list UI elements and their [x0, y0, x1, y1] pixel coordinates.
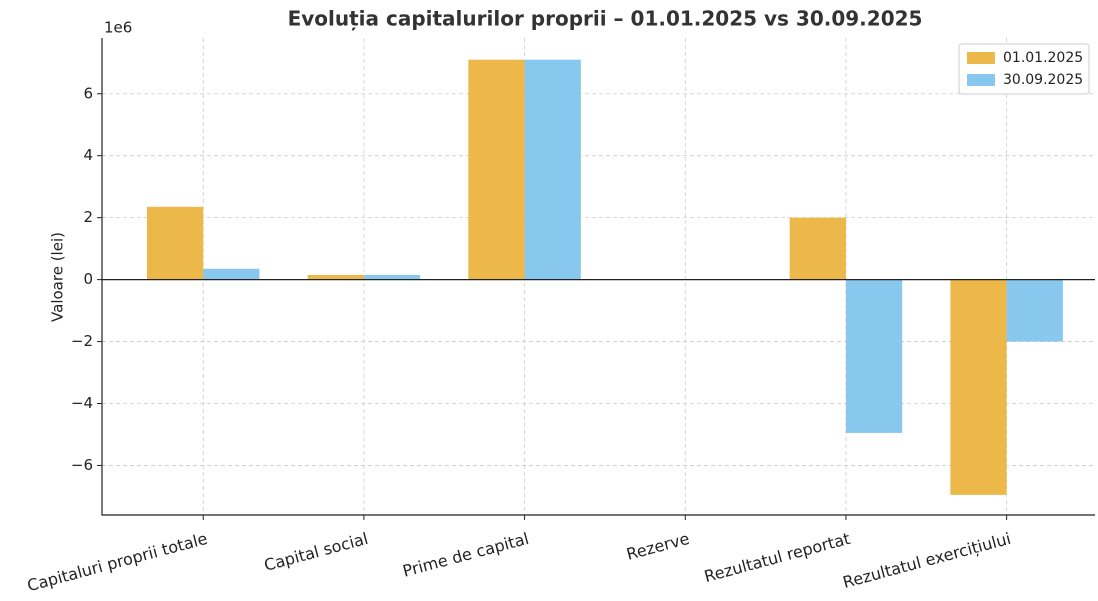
y-tick-label: 4: [83, 146, 93, 164]
bar: [1006, 279, 1063, 342]
bar: [950, 279, 1007, 495]
x-tick-label: Rezultatul reportat: [702, 529, 852, 586]
y-tick-label: 0: [83, 270, 93, 288]
x-tick-label: Rezultatul exercițiului: [841, 529, 1013, 592]
x-tick-label: Capitaluri proprii totale: [25, 529, 209, 595]
legend-label: 01.01.2025: [1003, 50, 1083, 66]
axes-frame: [101, 38, 1095, 516]
bar: [845, 279, 903, 433]
bar: [203, 268, 260, 280]
bar: [789, 217, 846, 280]
x-tick-label: Prime de capital: [401, 529, 531, 581]
bar: [363, 274, 421, 280]
y-tick-label: 6: [83, 84, 93, 102]
y-tick-label: 2: [83, 208, 93, 226]
y-tick-label: −2: [71, 332, 93, 350]
legend-label: 30.09.2025: [1003, 72, 1083, 88]
bar: [524, 59, 581, 280]
x-tick-label: Capital social: [262, 529, 370, 575]
bar: [307, 274, 364, 280]
bar: [146, 206, 204, 280]
y-tick-label: −4: [71, 394, 93, 412]
legend-swatch: [967, 74, 995, 86]
legend-swatch: [967, 52, 995, 64]
bar: [468, 59, 525, 280]
y-tick-label: −6: [71, 456, 93, 474]
y-axis-label: Valoare (lei): [49, 232, 67, 322]
chart-title: Evoluția capitalurilor proprii – 01.01.2…: [288, 7, 923, 31]
axis-offset: 1e6: [104, 19, 132, 37]
x-tick-label: Rezerve: [624, 529, 691, 564]
